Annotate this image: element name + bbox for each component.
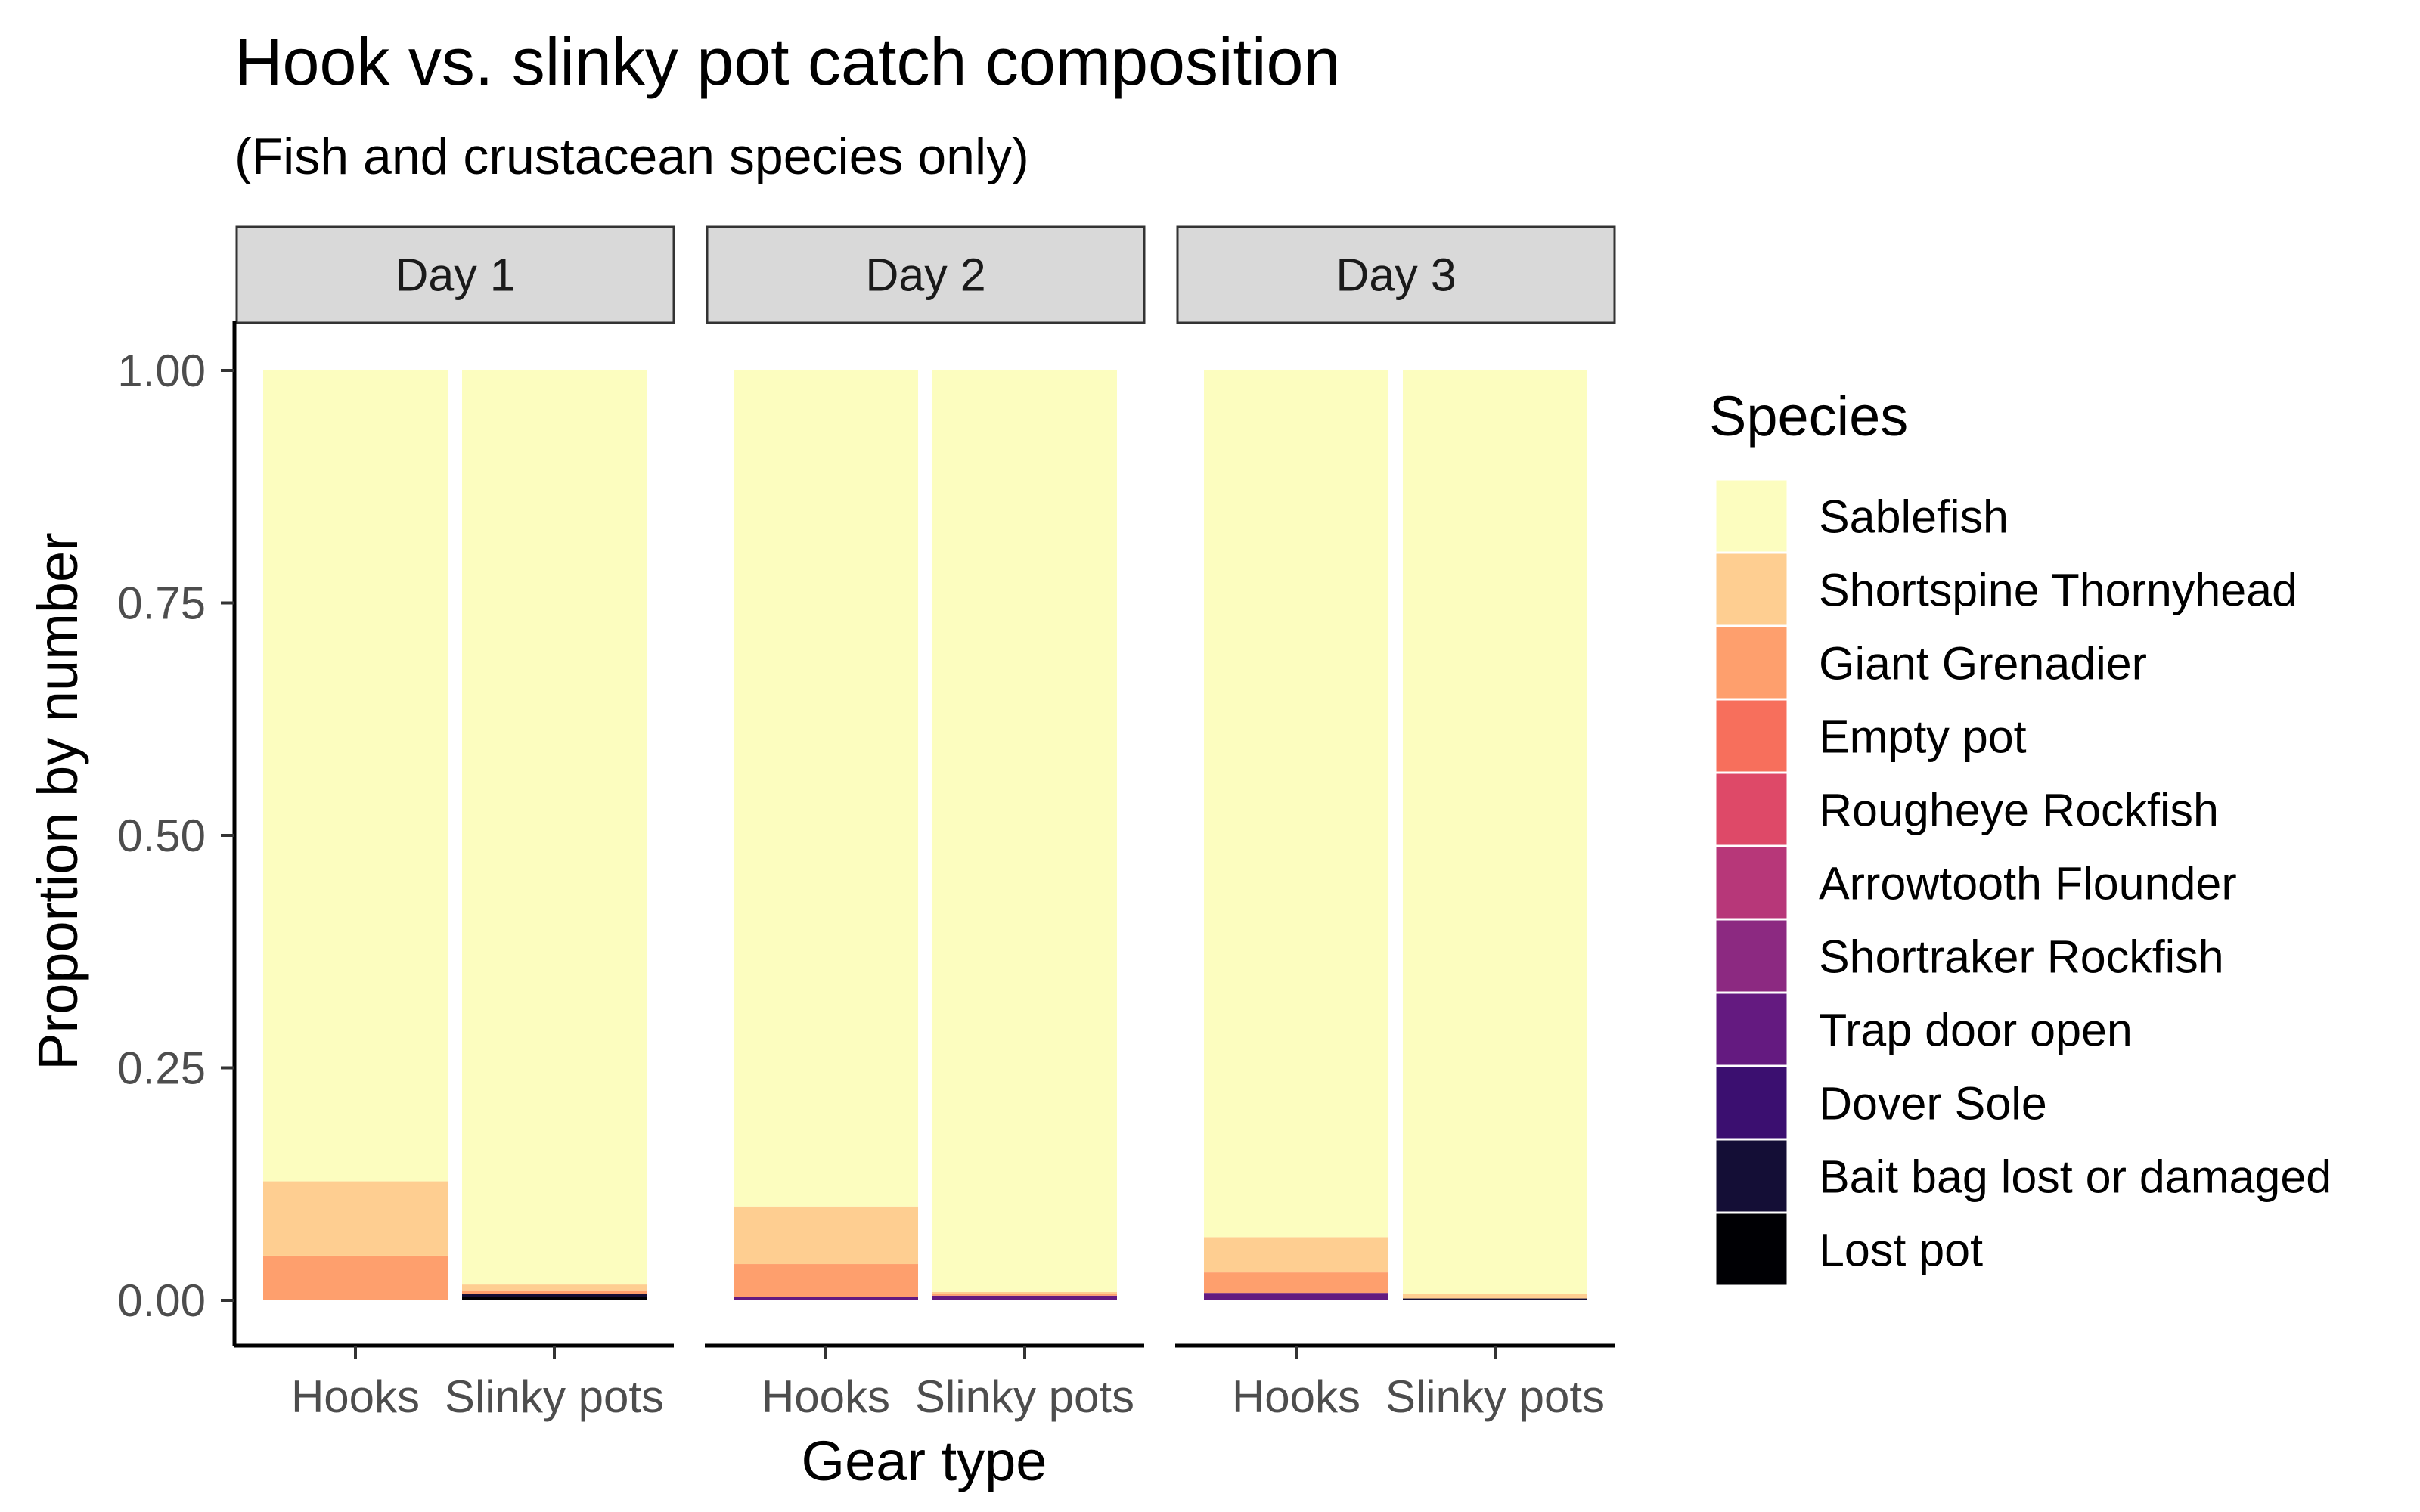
legend-label: Bait bag lost or damaged <box>1819 1151 2332 1203</box>
legend-item-arrowtooth-flounder: Arrowtooth Flounder <box>1714 844 2237 921</box>
legend-key <box>1714 1211 1789 1287</box>
legend: Species Sablefish Shortspine Thornyhead Gi… <box>1709 385 2332 1287</box>
legend-label: Trap door open <box>1819 1005 2133 1056</box>
bar-segment-giant-grenadier <box>734 1264 918 1297</box>
bar-segment-sablefish <box>462 370 647 1285</box>
legend-key <box>1714 478 1789 554</box>
legend-label: Dover Sole <box>1819 1078 2047 1129</box>
facet-day-1: Day 1 Hooks Slinky pots <box>234 225 675 1422</box>
bar-segment-bait-bag-lost-or-damaged <box>1403 1298 1587 1300</box>
bar-segment-sablefish <box>1403 370 1587 1294</box>
x-tick-label: Hooks <box>762 1371 890 1422</box>
y-tick-label: 0.50 <box>117 810 206 861</box>
legend-key <box>1714 918 1789 994</box>
legend-label: Giant Grenadier <box>1819 638 2147 689</box>
legend-label: Lost pot <box>1819 1225 1983 1276</box>
bar-segment-sablefish <box>263 370 448 1182</box>
bar-segment-shortspine-thornyhead <box>1204 1237 1388 1273</box>
bar-segment-giant-grenadier <box>263 1255 448 1300</box>
facet-day-2: Day 2 Hooks Slinky pots <box>705 225 1146 1422</box>
legend-item-dover-sole: Dover Sole <box>1714 1064 2047 1141</box>
facet-strip-label: Day 2 <box>865 249 985 301</box>
legend-item-rougheye-rockfish: Rougheye Rockfish <box>1714 771 2219 847</box>
bar-day-1-slinky-pots <box>462 370 647 1300</box>
facet-strip-label: Day 1 <box>395 249 515 301</box>
bar-day-2-slinky-pots <box>932 370 1117 1300</box>
bar-segment-shortspine-thornyhead <box>734 1206 918 1265</box>
legend-key <box>1714 771 1789 847</box>
legend-item-sablefish: Sablefish <box>1714 478 2009 554</box>
bar-segment-trap-door-open <box>1204 1293 1388 1300</box>
bar-segment-sablefish <box>1204 370 1388 1238</box>
legend-key <box>1714 1138 1789 1214</box>
x-tick-label: Slinky pots <box>915 1371 1134 1422</box>
bar-segment-shortspine-thornyhead <box>263 1181 448 1256</box>
bar-segment-trap-door-open <box>932 1295 1117 1300</box>
legend-key <box>1714 624 1789 701</box>
facet-strip <box>1176 225 1616 324</box>
chart-subtitle: (Fish and crustacean species only) <box>234 128 1029 185</box>
x-tick-label: Slinky pots <box>445 1371 664 1422</box>
bar-segment-sablefish <box>734 370 918 1207</box>
legend-key <box>1714 991 1789 1067</box>
y-tick-label: 0.25 <box>117 1043 206 1094</box>
x-tick-label: Hooks <box>291 1371 420 1422</box>
legend-item-trap-door-open: Trap door open <box>1714 991 2133 1067</box>
chart-title: Hook vs. slinky pot catch composition <box>234 24 1340 99</box>
legend-label: Rougheye Rockfish <box>1819 785 2219 836</box>
bar-segment-shortspine-thornyhead <box>462 1284 647 1291</box>
facet-strip <box>235 225 675 324</box>
y-axis: 0.00 0.25 0.50 0.75 1.00 <box>117 321 237 1346</box>
bar-day-1-hooks <box>263 370 448 1300</box>
x-tick-label: Hooks <box>1232 1371 1360 1422</box>
legend-key <box>1714 844 1789 921</box>
facet-strip-label: Day 3 <box>1336 249 1456 301</box>
bar-segment-bait-bag-lost-or-damaged <box>462 1294 647 1297</box>
facet-panels: Day 1 Hooks Slinky pots Day 2 Hooks Slinky po… <box>234 225 1616 1422</box>
bar-segment-shortspine-thornyhead <box>1403 1294 1587 1299</box>
legend-item-lost-pot: Lost pot <box>1714 1211 1983 1287</box>
legend-item-shortspine-thornyhead: Shortspine Thornyhead <box>1714 551 2297 627</box>
bar-segment-lost-pot <box>462 1297 647 1300</box>
bar-segment-giant-grenadier <box>1204 1272 1388 1294</box>
y-tick-label: 0.00 <box>117 1275 206 1326</box>
legend-item-shortraker-rockfish: Shortraker Rockfish <box>1714 918 2224 994</box>
bar-segment-sablefish <box>932 370 1117 1292</box>
bar-segment-shortspine-thornyhead <box>932 1291 1117 1294</box>
legend-key <box>1714 551 1789 627</box>
x-tick-label: Slinky pots <box>1385 1371 1605 1422</box>
bar-day-3-slinky-pots <box>1403 370 1587 1300</box>
bar-day-3-hooks <box>1204 370 1388 1300</box>
y-axis-title: Proportion by number <box>26 532 89 1070</box>
legend-key <box>1714 1064 1789 1141</box>
legend-label: Sablefish <box>1819 491 2009 543</box>
legend-label: Arrowtooth Flounder <box>1819 858 2237 909</box>
facet-strip <box>706 225 1146 324</box>
y-tick-label: 1.00 <box>117 345 206 396</box>
legend-label: Empty pot <box>1819 711 2027 763</box>
bar-segment-giant-grenadier <box>462 1290 647 1294</box>
bar-segment-giant-grenadier <box>932 1294 1117 1296</box>
legend-title: Species <box>1709 385 1908 448</box>
legend-key <box>1714 698 1789 774</box>
y-tick-label: 0.75 <box>117 578 206 629</box>
legend-item-empty-pot: Empty pot <box>1714 698 2027 774</box>
bar-segment-trap-door-open <box>734 1297 918 1300</box>
legend-item-giant-grenadier: Giant Grenadier <box>1714 624 2147 701</box>
legend-item-bait-bag-lost-or-damaged: Bait bag lost or damaged <box>1714 1138 2332 1214</box>
x-axis-title: Gear type <box>802 1430 1047 1492</box>
facet-day-3: Day 3 Hooks Slinky pots <box>1175 225 1616 1422</box>
bar-day-2-hooks <box>734 370 918 1300</box>
legend-label: Shortraker Rockfish <box>1819 931 2224 983</box>
legend-label: Shortspine Thornyhead <box>1819 565 2297 616</box>
